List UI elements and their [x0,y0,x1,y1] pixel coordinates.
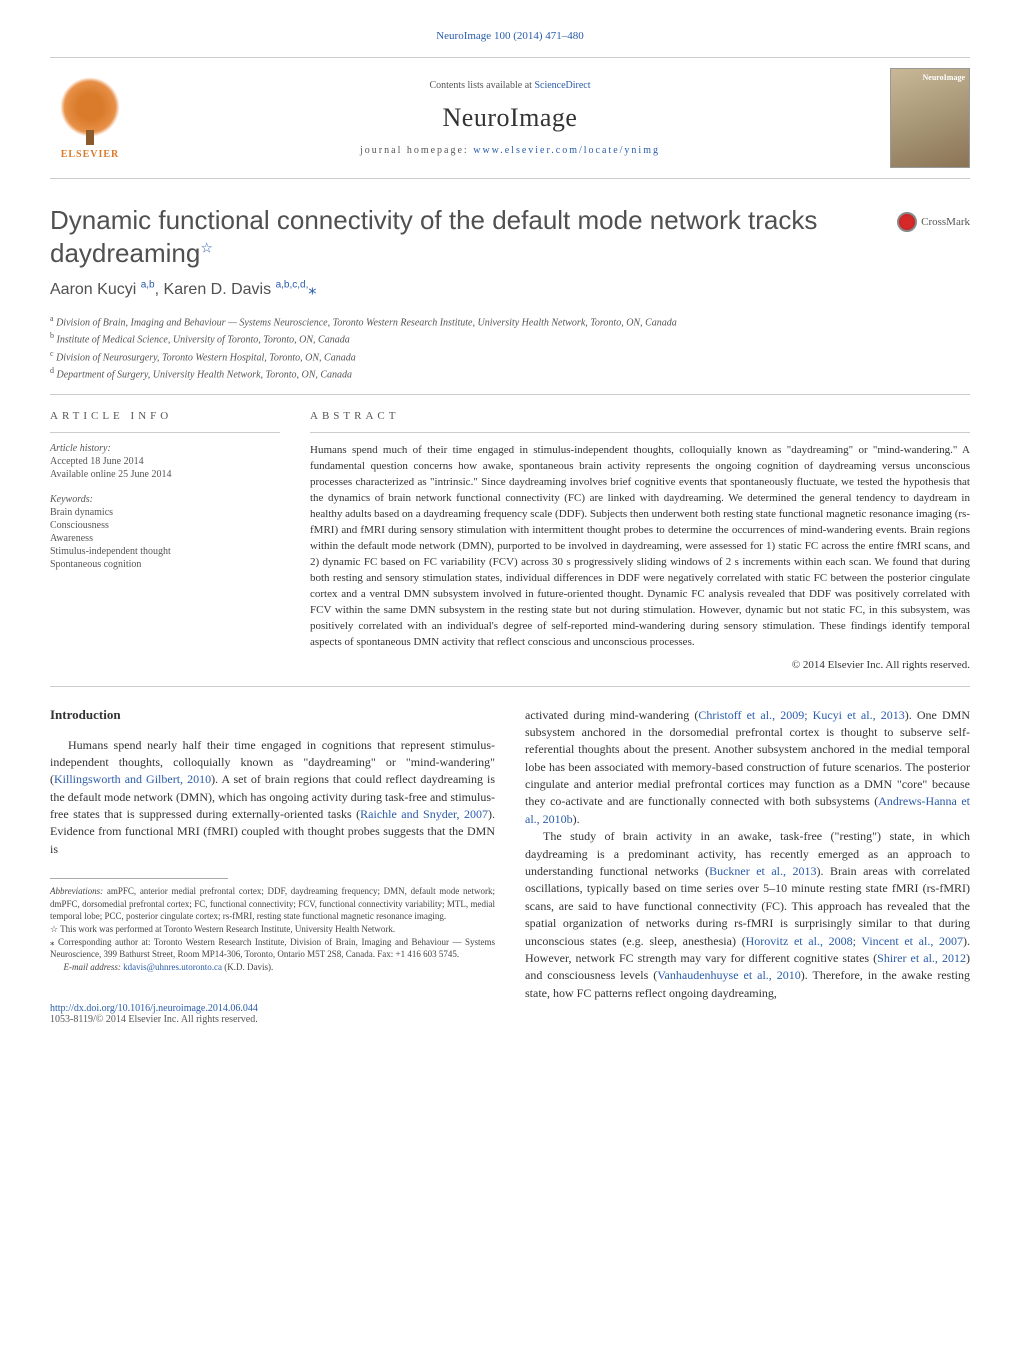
online-date: Available online 25 June 2014 [50,469,280,480]
masthead-center: Contents lists available at ScienceDirec… [130,80,890,156]
journal-name: NeuroImage [130,103,890,133]
citation-link[interactable]: Shirer et al., 2012 [877,951,966,965]
left-column: Introduction Humans spend nearly half th… [50,707,495,1026]
publisher-name: ELSEVIER [61,149,120,160]
keyword-item: Brain dynamics [50,507,280,518]
affiliation-a: a Division of Brain, Imaging and Behavio… [50,313,970,330]
star-footnote: ☆ This work was performed at Toronto Wes… [50,923,495,936]
divider [50,432,280,433]
email-footnote: E-mail address: kdavis@uhnres.utoronto.c… [50,961,495,974]
history-label: Article history: [50,443,280,454]
author-separator: , [155,281,164,298]
journal-reference: NeuroImage 100 (2014) 471–480 [50,30,970,42]
article-title: Dynamic functional connectivity of the d… [50,204,877,269]
author-1-name[interactable]: Aaron Kucyi [50,281,141,298]
citation-link[interactable]: Killingsworth and Gilbert, 2010 [54,772,211,786]
elsevier-tree-icon [60,77,120,137]
author-list: Aaron Kucyi a,b, Karen D. Davis a,b,c,d,… [50,279,970,299]
publisher-logo[interactable]: ELSEVIER [50,73,130,163]
author-2-affil[interactable]: a,b,c,d, [276,280,309,291]
keywords-label: Keywords: [50,494,280,505]
introduction-heading: Introduction [50,707,495,723]
contents-line: Contents lists available at ScienceDirec… [130,80,890,91]
body-columns: Introduction Humans spend nearly half th… [50,707,970,1026]
abstract-column: ABSTRACT Humans spend much of their time… [310,410,970,670]
keyword-item: Awareness [50,533,280,544]
author-1-affil[interactable]: a,b [141,280,155,291]
contents-prefix: Contents lists available at [429,80,534,91]
citation-link[interactable]: Vanhaudenhuyse et al., 2010 [657,968,801,982]
homepage-line: journal homepage: www.elsevier.com/locat… [130,145,890,156]
divider [310,432,970,433]
corresponding-footnote: ⁎ Corresponding author at: Toronto Weste… [50,936,495,961]
footer-block: http://dx.doi.org/10.1016/j.neuroimage.2… [50,1003,495,1025]
email-label: E-mail address: [64,962,121,972]
title-row: Dynamic functional connectivity of the d… [50,204,970,269]
crossmark-icon [897,212,917,232]
abbreviations-footnote: Abbreviations: amPFC, anterior medial pr… [50,885,495,923]
keyword-item: Stimulus-independent thought [50,546,280,557]
affiliation-d: d Department of Surgery, University Heal… [50,365,970,382]
issn-copyright: 1053-8119/© 2014 Elsevier Inc. All right… [50,1014,495,1025]
citation-link[interactable]: Christoff et al., 2009; Kucyi et al., 20… [698,708,904,722]
article-info-heading: ARTICLE INFO [50,410,280,422]
corresponding-author-mark[interactable]: ⁎ [308,281,316,298]
divider [50,394,970,395]
crossmark-label: CrossMark [921,216,970,228]
homepage-link[interactable]: www.elsevier.com/locate/ynimg [473,145,660,156]
accepted-date: Accepted 18 June 2014 [50,456,280,467]
masthead: ELSEVIER Contents lists available at Sci… [50,57,970,179]
sciencedirect-link[interactable]: ScienceDirect [534,80,590,91]
journal-ref-link[interactable]: NeuroImage 100 (2014) 471–480 [436,30,584,42]
info-abstract-row: ARTICLE INFO Article history: Accepted 1… [50,410,970,670]
citation-link[interactable]: Raichle and Snyder, 2007 [360,807,488,821]
star-mark: ☆ [50,924,58,934]
citation-link[interactable]: Horovitz et al., 2008; Vincent et al., 2… [746,934,963,948]
affiliation-c: c Division of Neurosurgery, Toronto West… [50,348,970,365]
abstract-heading: ABSTRACT [310,410,970,422]
keywords-block: Keywords: Brain dynamics Consciousness A… [50,494,280,570]
intro-paragraph-2: activated during mind-wandering (Christo… [525,707,970,1003]
homepage-prefix: journal homepage: [360,145,473,156]
journal-cover-thumbnail[interactable] [890,68,970,168]
citation-link[interactable]: Buckner et al., 2013 [709,864,816,878]
keyword-item: Spontaneous cognition [50,559,280,570]
article-info-column: ARTICLE INFO Article history: Accepted 1… [50,410,280,670]
abstract-text: Humans spend much of their time engaged … [310,443,970,650]
abstract-copyright: © 2014 Elsevier Inc. All rights reserved… [310,659,970,671]
title-footnote-star[interactable]: ☆ [200,239,213,255]
doi-link[interactable]: http://dx.doi.org/10.1016/j.neuroimage.2… [50,1003,258,1014]
title-text: Dynamic functional connectivity of the d… [50,205,817,268]
affiliation-list: a Division of Brain, Imaging and Behavio… [50,313,970,382]
author-2-name[interactable]: Karen D. Davis [164,281,276,298]
keyword-item: Consciousness [50,520,280,531]
email-link[interactable]: kdavis@uhnres.utoronto.ca [123,962,222,972]
right-column: activated during mind-wandering (Christo… [525,707,970,1026]
crossmark-badge[interactable]: CrossMark [897,212,970,232]
affiliation-b: b Institute of Medical Science, Universi… [50,330,970,347]
footnote-divider [50,878,228,879]
abbrev-label: Abbreviations: [50,886,103,896]
intro-paragraph-1: Humans spend nearly half their time enga… [50,737,495,859]
divider [50,686,970,687]
